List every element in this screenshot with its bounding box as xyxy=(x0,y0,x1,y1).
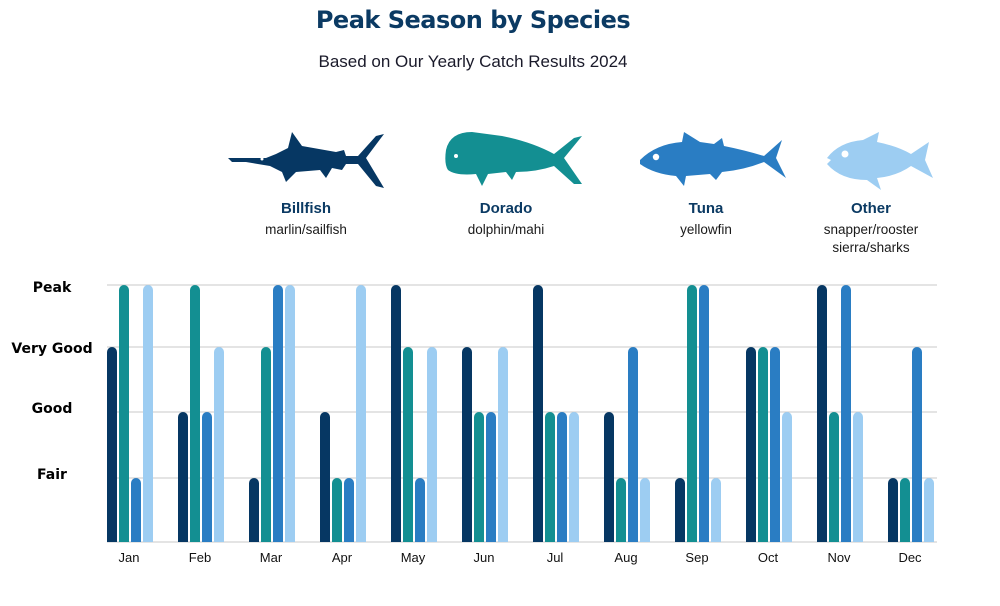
legend-desc: dolphin/mahi xyxy=(467,222,545,237)
bar-other-oct xyxy=(782,412,792,542)
legend-desc: snapper/rooster xyxy=(823,222,919,237)
bar-billfish-oct xyxy=(746,347,756,542)
bar-other-jun xyxy=(498,347,508,542)
bar-other-apr xyxy=(356,285,366,542)
bar-dorado-feb xyxy=(190,285,200,542)
bar-tuna-may xyxy=(415,478,425,542)
bar-tuna-aug xyxy=(628,347,638,542)
bar-dorado-jul xyxy=(545,412,555,542)
legend-name: Tuna xyxy=(688,200,724,217)
bar-tuna-jan xyxy=(131,478,141,542)
bar-dorado-sep xyxy=(687,285,697,542)
x-tick-label: Feb xyxy=(189,550,211,565)
x-tick-label: Aug xyxy=(614,550,637,565)
bar-billfish-mar xyxy=(249,478,259,542)
legend-item-other: Other snapper/rooster sierra/sharks xyxy=(781,128,961,257)
y-tick-label-good: Good xyxy=(31,401,73,417)
bar-billfish-feb xyxy=(178,412,188,542)
tuna-icon xyxy=(640,132,786,186)
bar-dorado-oct xyxy=(758,347,768,542)
bar-tuna-jul xyxy=(557,412,567,542)
y-tick-label-very-good: Very Good xyxy=(11,341,93,357)
bar-billfish-jul xyxy=(533,285,543,542)
x-tick-label: Dec xyxy=(898,550,922,565)
y-tick-label-peak: Peak xyxy=(32,280,72,296)
legend-desc: yellowfin xyxy=(680,222,732,237)
bar-tuna-apr xyxy=(344,478,354,542)
x-tick-label: Mar xyxy=(260,550,283,565)
bar-dorado-apr xyxy=(332,478,342,542)
bar-dorado-jun xyxy=(474,412,484,542)
legend-item-tuna: Tuna yellowfin xyxy=(616,128,796,239)
bar-tuna-dec xyxy=(912,347,922,542)
bar-dorado-dec xyxy=(900,478,910,542)
bar-dorado-aug xyxy=(616,478,626,542)
x-tick-label: Sep xyxy=(685,550,708,565)
bar-other-jul xyxy=(569,412,579,542)
bar-billfish-apr xyxy=(320,412,330,542)
fish-icon xyxy=(827,132,933,190)
bar-billfish-may xyxy=(391,285,401,542)
legend-desc: sierra/sharks xyxy=(832,240,910,255)
bar-billfish-nov xyxy=(817,285,827,542)
bar-billfish-dec xyxy=(888,478,898,542)
x-tick-label: Oct xyxy=(758,550,779,565)
legend-name: Dorado xyxy=(479,200,533,217)
bar-tuna-nov xyxy=(841,285,851,542)
legend-item-billfish: Billfish marlin/sailfish xyxy=(216,128,396,239)
legend-item-dorado: Dorado dolphin/mahi xyxy=(416,128,596,239)
bar-dorado-jan xyxy=(119,285,129,542)
bar-billfish-sep xyxy=(675,478,685,542)
y-tick-label-fair: Fair xyxy=(37,467,67,483)
x-tick-label: May xyxy=(401,550,426,565)
legend-name: Other xyxy=(850,200,891,217)
chart-subtitle: Based on Our Yearly Catch Results 2024 xyxy=(318,52,628,71)
bar-billfish-jun xyxy=(462,347,472,542)
bar-tuna-jun xyxy=(486,412,496,542)
x-tick-label: Jan xyxy=(119,550,140,565)
mahi-icon xyxy=(445,132,582,186)
bar-tuna-mar xyxy=(273,285,283,542)
marlin-icon xyxy=(228,132,384,188)
legend-desc: marlin/sailfish xyxy=(265,222,347,237)
bar-dorado-may xyxy=(403,347,413,542)
bar-dorado-nov xyxy=(829,412,839,542)
x-tick-label: Apr xyxy=(332,550,353,565)
bar-tuna-feb xyxy=(202,412,212,542)
bar-billfish-aug xyxy=(604,412,614,542)
legend-name: Billfish xyxy=(280,200,331,217)
bar-other-sep xyxy=(711,478,721,542)
chart-title: Peak Season by Species xyxy=(315,6,631,34)
bar-other-mar xyxy=(285,285,295,542)
x-tick-label: Jun xyxy=(474,550,495,565)
bar-tuna-oct xyxy=(770,347,780,542)
bar-other-nov xyxy=(853,412,863,542)
x-tick-label: Jul xyxy=(547,550,564,565)
bar-other-feb xyxy=(214,347,224,542)
bar-other-dec xyxy=(924,478,934,542)
x-tick-label: Nov xyxy=(827,550,851,565)
bar-dorado-mar xyxy=(261,347,271,542)
bar-billfish-jan xyxy=(107,347,117,542)
bar-other-jan xyxy=(143,285,153,542)
bar-other-aug xyxy=(640,478,650,542)
bar-other-may xyxy=(427,347,437,542)
bar-tuna-sep xyxy=(699,285,709,542)
